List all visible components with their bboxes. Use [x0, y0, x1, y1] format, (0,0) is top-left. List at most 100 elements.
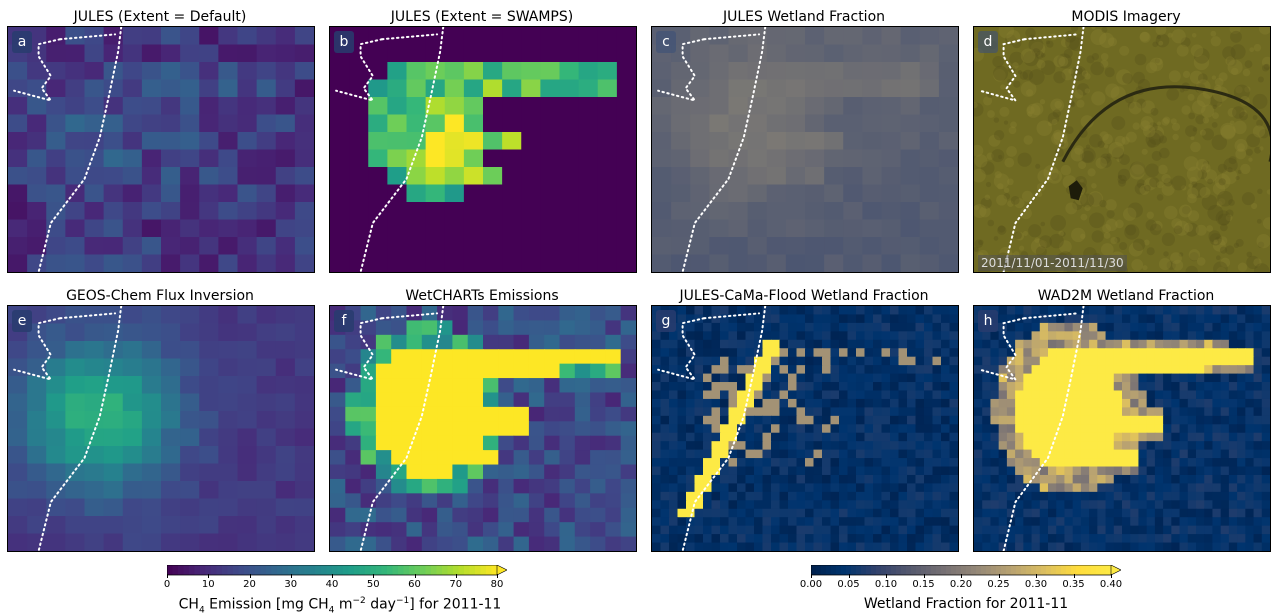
- colorbar-segment: [216, 565, 223, 575]
- grid-cell: [1212, 373, 1222, 383]
- grid-cell: [949, 365, 958, 375]
- grid-cell: [822, 534, 832, 544]
- grid-cell: [938, 202, 958, 221]
- grid-cell: [294, 446, 314, 465]
- grid-cell: [843, 114, 863, 133]
- grid-cell: [1179, 525, 1189, 535]
- grid-cell: [703, 508, 713, 518]
- grid-cell: [1089, 525, 1098, 535]
- grid-cell: [728, 254, 749, 272]
- grid-cell: [8, 79, 28, 98]
- grid-cell: [1064, 424, 1074, 434]
- grid-cell: [46, 79, 66, 98]
- grid-cell: [406, 536, 423, 551]
- grid-cell: [1146, 382, 1156, 392]
- boundary-line: [59, 33, 117, 41]
- grid-cell: [1015, 382, 1024, 392]
- grid-cell: [856, 491, 866, 501]
- colorbar-segment: [826, 565, 832, 575]
- grid-cell: [938, 79, 958, 98]
- grid-cell: [847, 331, 857, 341]
- grid-cell: [839, 474, 849, 485]
- grid-cell: [180, 393, 200, 412]
- grid-cell: [360, 435, 377, 451]
- grid-cell: [1015, 525, 1024, 535]
- grid-cell: [1220, 483, 1230, 493]
- grid-cell: [728, 517, 738, 527]
- grid-cell: [199, 516, 219, 535]
- grid-cell: [747, 114, 768, 133]
- grid-cell: [1253, 449, 1263, 459]
- grid-cell: [1105, 508, 1115, 518]
- grid-cell: [498, 392, 515, 408]
- grid-cell: [898, 466, 908, 476]
- grid-cell: [141, 393, 162, 412]
- grid-cell: [521, 27, 541, 46]
- grid-cell: [898, 415, 908, 425]
- grid-cell: [843, 62, 863, 81]
- grid-cell: [498, 349, 515, 365]
- grid-cell: [1154, 322, 1164, 332]
- grid-cell: [1031, 398, 1041, 408]
- grid-cell: [754, 432, 764, 442]
- colorbar-tick-mark: [208, 574, 210, 578]
- grid-cell: [444, 62, 465, 81]
- grid-cell: [805, 500, 815, 510]
- grid-cell: [1179, 441, 1189, 451]
- colorbar-segment: [991, 565, 997, 575]
- grid-cell: [856, 331, 866, 341]
- grid-cell: [669, 525, 679, 535]
- grid-cell: [813, 424, 823, 434]
- grid-cell: [444, 202, 465, 221]
- colorbar-tick-label: 0.20: [949, 579, 973, 590]
- grid-cell: [1179, 407, 1189, 417]
- grid-cell: [847, 382, 857, 392]
- grid-cell: [660, 398, 670, 408]
- grid-cell: [669, 458, 679, 468]
- grid-cell: [218, 97, 239, 116]
- colorbar-segment: [409, 565, 415, 575]
- grid-cell: [847, 373, 857, 383]
- grid-cell: [728, 314, 738, 324]
- grid-cell: [540, 132, 561, 151]
- grid-cell: [881, 458, 891, 468]
- grid-cell: [544, 450, 561, 466]
- grid-cell: [1056, 517, 1066, 527]
- grid-cell: [616, 27, 636, 46]
- grid-cell: [924, 525, 934, 535]
- grid-cell: [1048, 491, 1057, 501]
- colorbar-segment: [486, 565, 492, 575]
- grid-cell: [1080, 415, 1090, 425]
- grid-cell: [1072, 491, 1082, 501]
- grid-cell: [830, 382, 840, 392]
- grid-cell: [1196, 483, 1205, 493]
- grid-cell: [330, 507, 346, 523]
- grid-cell: [677, 356, 687, 366]
- grid-cell: [771, 483, 781, 493]
- grid-cell: [890, 415, 900, 425]
- panel-title-g: JULES-CaMa-Flood Wetland Fraction: [679, 288, 929, 304]
- grid-cell: [360, 450, 377, 466]
- grid-cell: [180, 219, 200, 238]
- grid-cell: [467, 435, 484, 451]
- grid-cell: [1122, 306, 1131, 316]
- grid-cell: [199, 97, 219, 116]
- grid-cell: [907, 517, 917, 527]
- grid-cell: [998, 314, 1008, 324]
- grid-cell: [1113, 348, 1123, 358]
- grid-cell: [919, 132, 940, 151]
- grid-cell: [1097, 483, 1107, 493]
- grid-cell: [256, 533, 277, 551]
- grid-cell: [597, 254, 618, 272]
- grid-cell: [843, 149, 863, 168]
- grid-cell: [330, 435, 346, 451]
- grid-cell: [919, 79, 940, 98]
- grid-cell: [728, 432, 738, 442]
- grid-cell: [1212, 458, 1222, 468]
- grid-cell: [8, 481, 28, 500]
- grid-cell: [1220, 348, 1230, 358]
- grid-cell: [890, 517, 900, 527]
- grid-cell: [830, 491, 840, 501]
- colorbar-segment: [966, 565, 972, 575]
- grid-cell: [898, 483, 908, 493]
